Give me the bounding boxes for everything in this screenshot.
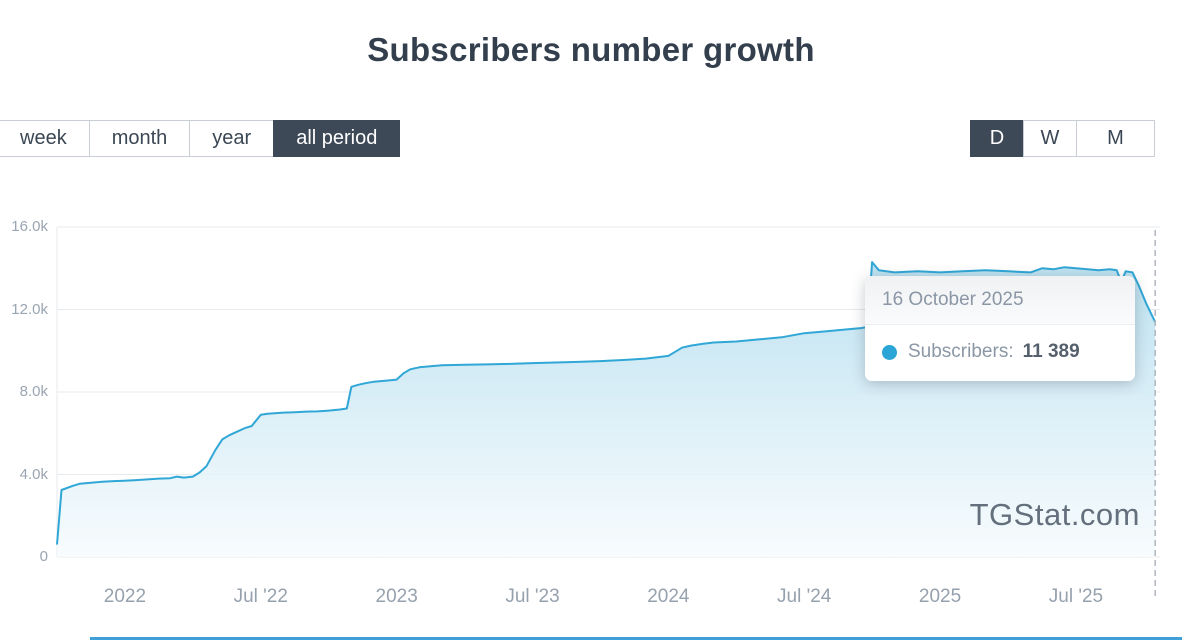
- y-tick-label: 4.0k: [19, 465, 48, 483]
- period-tab-month[interactable]: month: [88, 120, 191, 157]
- x-tick-label: 2022: [103, 586, 147, 607]
- x-tick-label: Jul '22: [233, 586, 288, 607]
- trend-line: [56, 261, 1157, 545]
- y-tick-label: 12.0k: [11, 300, 48, 318]
- x-tick-label: Jul '23: [505, 586, 560, 607]
- period-tab-all-period[interactable]: all period: [273, 120, 401, 157]
- y-tick-label: 8.0k: [19, 383, 48, 400]
- x-tick-label: 2024: [647, 586, 690, 607]
- y-tick-label: 0: [39, 548, 48, 565]
- x-tick-label: 2025: [918, 586, 962, 607]
- tgstat-watermark: TGStat.com: [969, 497, 1140, 532]
- y-tick-label: 16.0k: [11, 218, 48, 235]
- granularity-tab-m[interactable]: M: [1076, 120, 1155, 157]
- tooltip-value: 11 389: [1022, 341, 1080, 362]
- x-tick-label: Jul '25: [1048, 586, 1104, 607]
- x-tick-label: 2023: [375, 586, 418, 607]
- period-tab-week[interactable]: week: [0, 120, 90, 157]
- granularity-tab-w[interactable]: W: [1023, 120, 1077, 157]
- series-dot-icon: [882, 344, 897, 360]
- x-tick-label: Jul '24: [777, 586, 832, 607]
- tooltip-body: Subscribers: 11 389: [865, 325, 1135, 381]
- page-title: Subscribers number growth: [367, 31, 815, 68]
- tooltip-series-label: Subscribers:: [908, 341, 1014, 362]
- chart-tooltip: 16 October 2025 Subscribers: 11 389: [865, 276, 1135, 381]
- bottom-accent-bar: [90, 637, 1182, 640]
- tooltip-date: 16 October 2025: [865, 276, 1135, 325]
- period-selector: week month year all period: [0, 120, 401, 157]
